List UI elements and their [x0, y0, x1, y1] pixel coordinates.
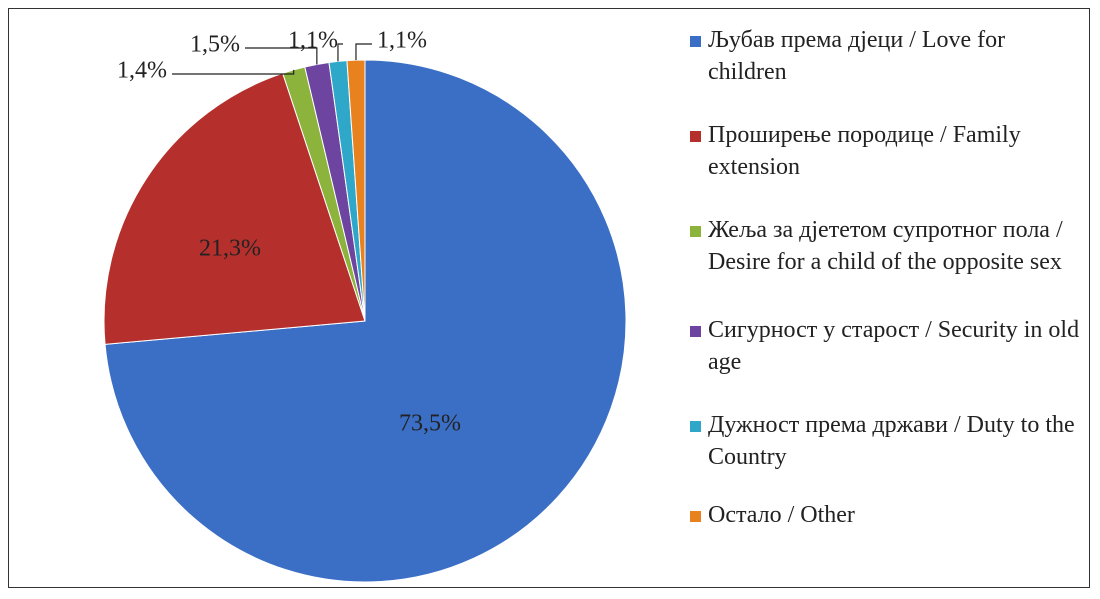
legend-swatch [690, 226, 701, 237]
legend-swatch [690, 326, 701, 337]
legend-item: Проширење породице / Family extension [688, 119, 1088, 183]
frame [8, 8, 1090, 588]
data-label: 1,1% [288, 28, 338, 54]
data-label: 73,5% [399, 411, 461, 437]
pie-slice [346, 59, 366, 322]
legend-swatch [690, 131, 701, 142]
legend-label: Остало / Other [708, 502, 855, 528]
legend-label: Дужност према држави / Duty to the Count… [708, 412, 1075, 470]
leader-line [172, 69, 295, 75]
data-label: 1,4% [117, 58, 167, 84]
legend-label: Проширење породице / Family extension [708, 122, 1021, 180]
legend-label: Љубав према дјеци / Love for children [708, 27, 1006, 85]
leader-line [245, 47, 318, 65]
legend-swatch [690, 36, 701, 47]
legend-item: Љубав према дјеци / Love for children [688, 24, 1088, 88]
data-label: 1,1% [377, 28, 427, 54]
legend-swatch [690, 511, 701, 522]
data-label: 21,3% [199, 236, 261, 262]
legend-label: Жеља за дјететом супротног пола / Desire… [708, 217, 1063, 275]
pie-slice [103, 72, 366, 345]
legend-item: Остало / Other [688, 499, 1088, 531]
data-label: 1,5% [190, 32, 240, 58]
legend-item: Дужност према држави / Duty to the Count… [688, 409, 1088, 473]
legend-swatch [690, 421, 701, 432]
leader-line [355, 43, 372, 61]
legend-item: Сигурност у старост / Security in old ag… [688, 314, 1088, 378]
legend-label: Сигурност у старост / Security in old ag… [708, 317, 1080, 375]
leader-line [337, 43, 343, 62]
legend-item: Жеља за дјететом супротног пола / Desire… [688, 214, 1088, 278]
